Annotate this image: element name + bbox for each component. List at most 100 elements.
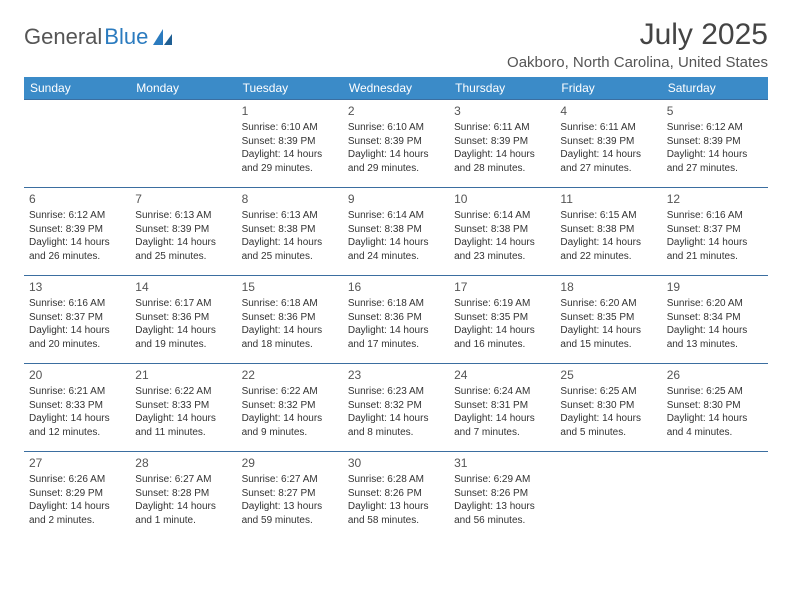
calendar-cell: 6Sunrise: 6:12 AMSunset: 8:39 PMDaylight… <box>24 188 130 276</box>
sunset-line: Sunset: 8:32 PM <box>348 399 444 413</box>
calendar-cell <box>130 100 236 188</box>
calendar-cell: 8Sunrise: 6:13 AMSunset: 8:38 PMDaylight… <box>237 188 343 276</box>
sunset-line: Sunset: 8:27 PM <box>242 487 338 501</box>
daylight-line: Daylight: 14 hours and 5 minutes. <box>560 412 656 439</box>
day-header: Saturday <box>662 77 768 100</box>
daylight-line: Daylight: 14 hours and 28 minutes. <box>454 148 550 175</box>
day-number: 7 <box>135 191 231 207</box>
sunrise-line: Sunrise: 6:27 AM <box>242 473 338 487</box>
sunset-line: Sunset: 8:32 PM <box>242 399 338 413</box>
daylight-line: Daylight: 14 hours and 23 minutes. <box>454 236 550 263</box>
calendar-cell: 29Sunrise: 6:27 AMSunset: 8:27 PMDayligh… <box>237 452 343 540</box>
daylight-line: Daylight: 14 hours and 26 minutes. <box>29 236 125 263</box>
sunrise-line: Sunrise: 6:28 AM <box>348 473 444 487</box>
sunrise-line: Sunrise: 6:15 AM <box>560 209 656 223</box>
logo: GeneralBlue <box>24 18 174 50</box>
calendar-cell: 7Sunrise: 6:13 AMSunset: 8:39 PMDaylight… <box>130 188 236 276</box>
day-number: 18 <box>560 279 656 295</box>
sunset-line: Sunset: 8:37 PM <box>29 311 125 325</box>
sunrise-line: Sunrise: 6:22 AM <box>242 385 338 399</box>
calendar-cell: 9Sunrise: 6:14 AMSunset: 8:38 PMDaylight… <box>343 188 449 276</box>
sunset-line: Sunset: 8:30 PM <box>667 399 763 413</box>
calendar-cell: 26Sunrise: 6:25 AMSunset: 8:30 PMDayligh… <box>662 364 768 452</box>
daylight-line: Daylight: 14 hours and 29 minutes. <box>348 148 444 175</box>
daylight-line: Daylight: 14 hours and 21 minutes. <box>667 236 763 263</box>
calendar-week-row: 1Sunrise: 6:10 AMSunset: 8:39 PMDaylight… <box>24 100 768 188</box>
day-number: 21 <box>135 367 231 383</box>
sunrise-line: Sunrise: 6:11 AM <box>560 121 656 135</box>
day-number: 29 <box>242 455 338 471</box>
day-number: 20 <box>29 367 125 383</box>
day-number: 9 <box>348 191 444 207</box>
day-number: 19 <box>667 279 763 295</box>
sunset-line: Sunset: 8:38 PM <box>242 223 338 237</box>
calendar-cell: 11Sunrise: 6:15 AMSunset: 8:38 PMDayligh… <box>555 188 661 276</box>
daylight-line: Daylight: 14 hours and 22 minutes. <box>560 236 656 263</box>
sunset-line: Sunset: 8:28 PM <box>135 487 231 501</box>
calendar-cell: 28Sunrise: 6:27 AMSunset: 8:28 PMDayligh… <box>130 452 236 540</box>
calendar-week-row: 27Sunrise: 6:26 AMSunset: 8:29 PMDayligh… <box>24 452 768 540</box>
sunset-line: Sunset: 8:26 PM <box>348 487 444 501</box>
sunrise-line: Sunrise: 6:20 AM <box>667 297 763 311</box>
sunrise-line: Sunrise: 6:17 AM <box>135 297 231 311</box>
sunrise-line: Sunrise: 6:21 AM <box>29 385 125 399</box>
calendar-cell: 20 Sunrise: 6:21 AMSunset: 8:33 PMDayligh… <box>24 364 130 452</box>
day-number: 28 <box>135 455 231 471</box>
sunrise-line: Sunrise: 6:12 AM <box>667 121 763 135</box>
calendar-cell: 30Sunrise: 6:28 AMSunset: 8:26 PMDayligh… <box>343 452 449 540</box>
daylight-line: Daylight: 14 hours and 27 minutes. <box>560 148 656 175</box>
day-header: Tuesday <box>237 77 343 100</box>
day-header: Monday <box>130 77 236 100</box>
calendar-cell: 24Sunrise: 6:24 AMSunset: 8:31 PMDayligh… <box>449 364 555 452</box>
sunset-line: Sunset: 8:33 PM <box>135 399 231 413</box>
daylight-line: Daylight: 14 hours and 12 minutes. <box>29 412 125 439</box>
calendar-cell: 27Sunrise: 6:26 AMSunset: 8:29 PMDayligh… <box>24 452 130 540</box>
day-header: Thursday <box>449 77 555 100</box>
calendar-cell: 13Sunrise: 6:16 AMSunset: 8:37 PMDayligh… <box>24 276 130 364</box>
day-number: 22 <box>242 367 338 383</box>
daylight-line: Daylight: 14 hours and 27 minutes. <box>667 148 763 175</box>
day-number: 10 <box>454 191 550 207</box>
sunrise-line: Sunrise: 6:22 AM <box>135 385 231 399</box>
sunrise-line: Sunrise: 6:27 AM <box>135 473 231 487</box>
calendar-week-row: 6Sunrise: 6:12 AMSunset: 8:39 PMDaylight… <box>24 188 768 276</box>
daylight-line: Daylight: 14 hours and 8 minutes. <box>348 412 444 439</box>
calendar-table: SundayMondayTuesdayWednesdayThursdayFrid… <box>24 77 768 540</box>
day-number: 2 <box>348 103 444 119</box>
sunset-line: Sunset: 8:30 PM <box>560 399 656 413</box>
calendar-cell: 21Sunrise: 6:22 AMSunset: 8:33 PMDayligh… <box>130 364 236 452</box>
sunrise-line: Sunrise: 6:16 AM <box>667 209 763 223</box>
calendar-cell: 2Sunrise: 6:10 AMSunset: 8:39 PMDaylight… <box>343 100 449 188</box>
sunset-line: Sunset: 8:33 PM <box>29 399 125 413</box>
sunset-line: Sunset: 8:34 PM <box>667 311 763 325</box>
day-number: 13 <box>29 279 125 295</box>
calendar-cell: 17Sunrise: 6:19 AMSunset: 8:35 PMDayligh… <box>449 276 555 364</box>
day-header: Wednesday <box>343 77 449 100</box>
month-title: July 2025 <box>507 18 768 52</box>
calendar-cell: 18Sunrise: 6:20 AMSunset: 8:35 PMDayligh… <box>555 276 661 364</box>
sunset-line: Sunset: 8:31 PM <box>454 399 550 413</box>
sunset-line: Sunset: 8:39 PM <box>454 135 550 149</box>
sunset-line: Sunset: 8:39 PM <box>348 135 444 149</box>
calendar-body: 1Sunrise: 6:10 AMSunset: 8:39 PMDaylight… <box>24 100 768 540</box>
calendar-cell: 16Sunrise: 6:18 AMSunset: 8:36 PMDayligh… <box>343 276 449 364</box>
calendar-cell: 19Sunrise: 6:20 AMSunset: 8:34 PMDayligh… <box>662 276 768 364</box>
sunset-line: Sunset: 8:38 PM <box>348 223 444 237</box>
day-number: 4 <box>560 103 656 119</box>
day-number: 3 <box>454 103 550 119</box>
day-header: Sunday <box>24 77 130 100</box>
sunrise-line: Sunrise: 6:18 AM <box>242 297 338 311</box>
calendar-cell <box>662 452 768 540</box>
day-number: 27 <box>29 455 125 471</box>
daylight-line: Daylight: 14 hours and 17 minutes. <box>348 324 444 351</box>
day-number: 14 <box>135 279 231 295</box>
sunrise-line: Sunrise: 6:14 AM <box>454 209 550 223</box>
sunrise-line: Sunrise: 6:18 AM <box>348 297 444 311</box>
daylight-line: Daylight: 14 hours and 20 minutes. <box>29 324 125 351</box>
day-number: 25 <box>560 367 656 383</box>
logo-sail-icon <box>152 28 174 46</box>
sunrise-line: Sunrise: 6:26 AM <box>29 473 125 487</box>
daylight-line: Daylight: 14 hours and 25 minutes. <box>242 236 338 263</box>
calendar-cell: 22Sunrise: 6:22 AMSunset: 8:32 PMDayligh… <box>237 364 343 452</box>
calendar-week-row: 20Sunrise: 6:21 AMSunset: 8:33 PMDayligh… <box>24 364 768 452</box>
